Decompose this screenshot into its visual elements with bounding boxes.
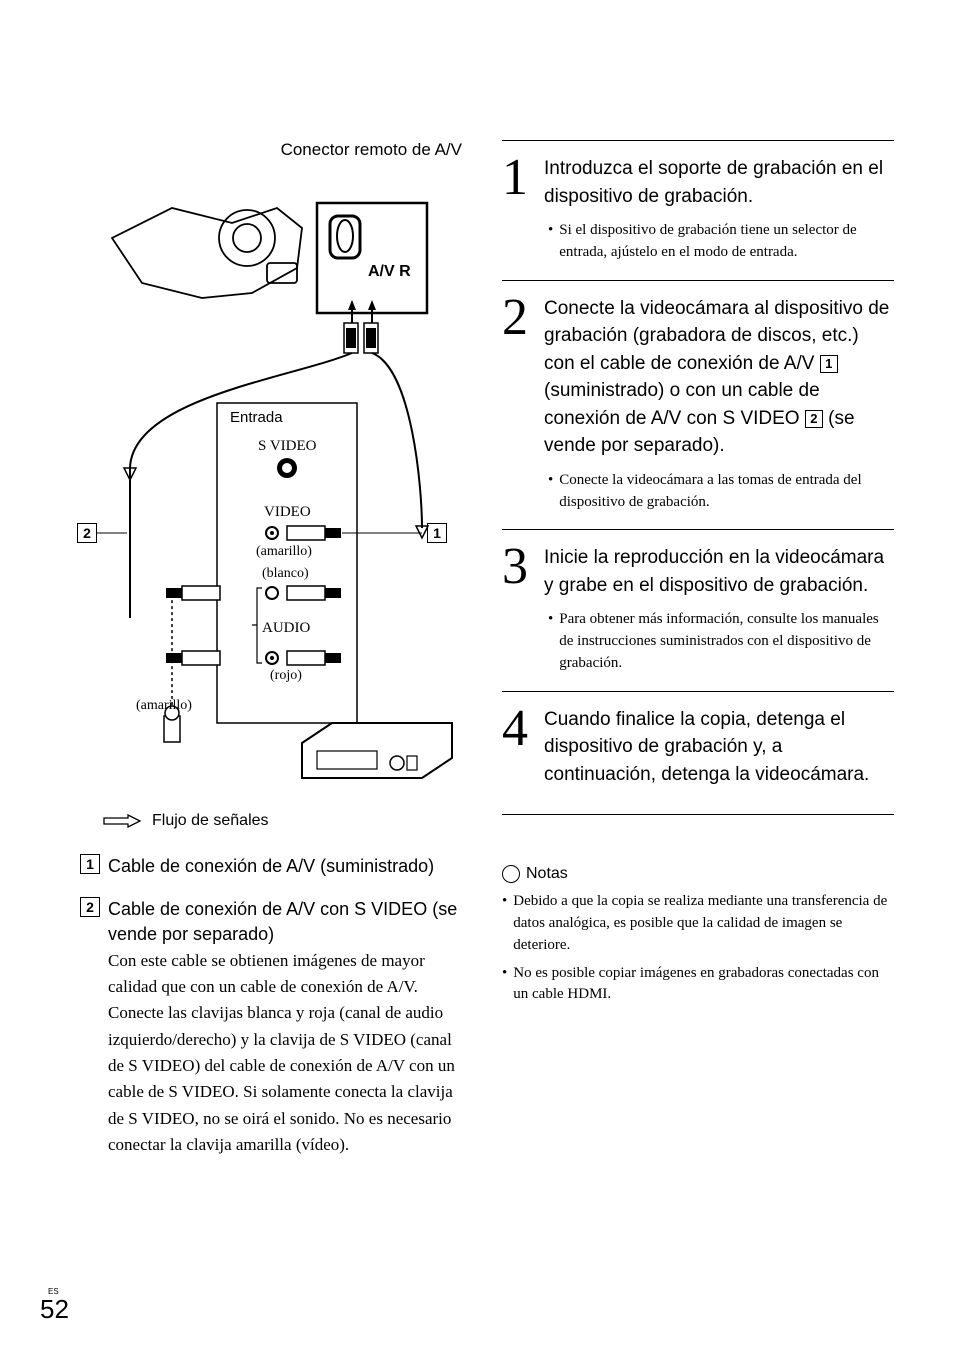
step-2-number: 2: [502, 295, 534, 514]
step-2-bullet: Conecte la videocámara a las tomas de en…: [544, 470, 894, 514]
legend-box-1: 1: [80, 854, 100, 874]
notes-header: Notas: [502, 865, 894, 883]
avr-label: A/V R: [368, 263, 411, 281]
left-column: Conector remoto de A/V: [72, 140, 472, 1176]
svideo-label: S VIDEO: [258, 438, 316, 455]
step-4-number: 4: [502, 706, 534, 799]
notes-icon: [502, 865, 520, 883]
page-footer: ES 52: [40, 1288, 69, 1323]
step-3-bullet: Para obtener más información, consulte l…: [544, 609, 894, 674]
notes-header-text: Notas: [526, 865, 568, 883]
step-1-bullet: Si el dispositivo de grabación tiene un …: [544, 220, 894, 264]
step-3-title: Inicie la reproducción en la videocámara…: [544, 544, 894, 599]
callout-1: 1: [427, 523, 447, 543]
note-1: Debido a que la copia se realiza mediant…: [502, 891, 894, 956]
signal-flow-text: Flujo de señales: [152, 812, 269, 830]
inline-box-1: 1: [820, 355, 838, 373]
legend-2-body: Con este cable se obtienen imágenes de m…: [108, 948, 472, 1159]
rojo-label: (rojo): [270, 668, 302, 684]
audio-label: AUDIO: [262, 620, 310, 637]
blanco-label: (blanco): [262, 566, 309, 582]
diagram-title: Conector remoto de A/V: [72, 140, 472, 160]
legend-2-title: Cable de conexión de A/V con S VIDEO (se…: [108, 897, 472, 947]
step-4-title: Cuando finalice la copia, detenga el dis…: [544, 706, 894, 789]
page-number: 52: [40, 1294, 69, 1324]
step-3: 3 Inicie la reproducción en la videocáma…: [502, 529, 894, 690]
legend-1-title: Cable de conexión de A/V (suministrado): [108, 854, 434, 879]
step-1-title: Introduzca el soporte de grabación en el…: [544, 155, 894, 210]
step-1: 1 Introduzca el soporte de grabación en …: [502, 140, 894, 280]
legend-box-2: 2: [80, 897, 100, 917]
signal-flow-icon: [102, 814, 142, 828]
video-label: VIDEO: [264, 504, 311, 521]
step-4: 4 Cuando finalice la copia, detenga el d…: [502, 691, 894, 816]
amarillo2-label: (amarillo): [136, 698, 192, 714]
signal-flow-legend: Flujo de señales: [102, 812, 472, 830]
step-3-number: 3: [502, 544, 534, 674]
entrada-label: Entrada: [230, 409, 283, 426]
step-2-title: Conecte la videocámara al dispositivo de…: [544, 295, 894, 460]
legend-item-1: 1 Cable de conexión de A/V (suministrado…: [72, 854, 472, 879]
amarillo-label: (amarillo): [256, 544, 312, 560]
step-1-number: 1: [502, 155, 534, 264]
inline-box-2: 2: [805, 410, 823, 428]
legend-item-2: 2 Cable de conexión de A/V con S VIDEO (…: [72, 897, 472, 1158]
step-2: 2 Conecte la videocámara al dispositivo …: [502, 280, 894, 530]
note-2: No es posible copiar imágenes en grabado…: [502, 963, 894, 1007]
callout-2: 2: [77, 523, 97, 543]
connection-diagram: A/V R Entrada S VIDEO VIDEO (amarillo) (…: [72, 168, 472, 788]
right-column: 1 Introduzca el soporte de grabación en …: [502, 140, 894, 1176]
